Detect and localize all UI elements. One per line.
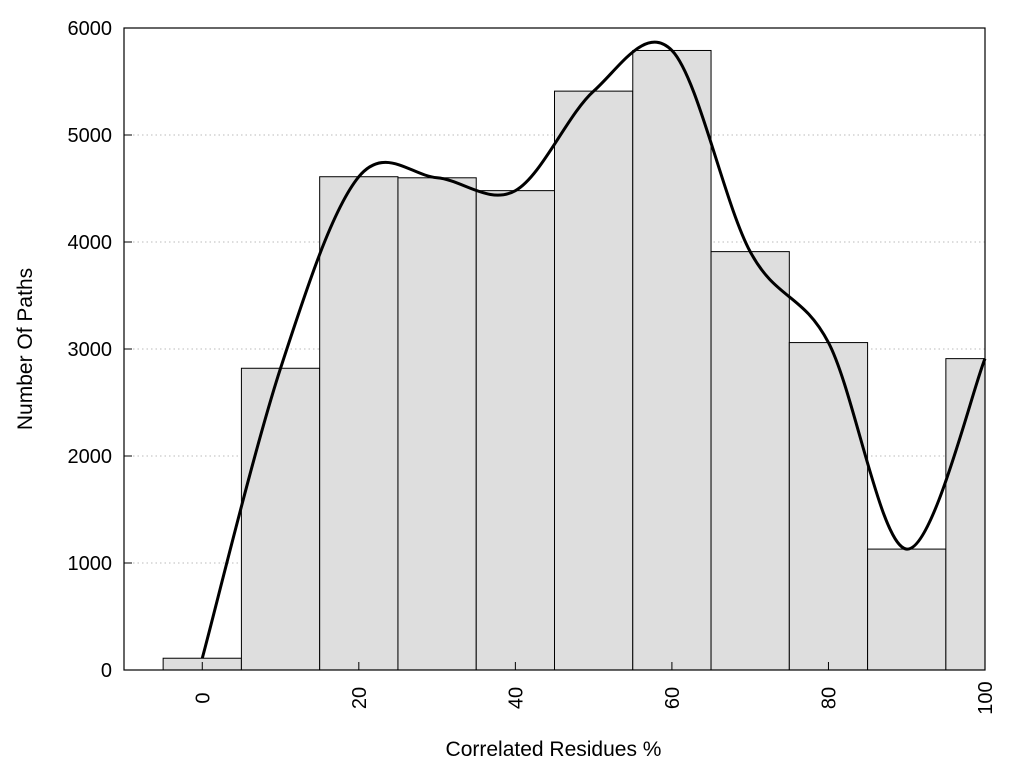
histogram-bar xyxy=(788,342,869,671)
y-tick-label: 5000 xyxy=(68,125,113,147)
y-tick-label: 2000 xyxy=(68,446,113,468)
histogram-bar xyxy=(319,176,399,671)
histogram-bar xyxy=(867,548,947,671)
y-tick-label: 4000 xyxy=(68,232,113,254)
x-tick-label: 100 xyxy=(975,681,997,714)
y-tick-label: 6000 xyxy=(68,18,113,40)
histogram-bar xyxy=(475,190,555,671)
y-tick-label: 0 xyxy=(101,660,112,682)
x-axis-label: Correlated Residues % xyxy=(446,738,662,761)
histogram-bar xyxy=(240,367,321,671)
y-axis-label: Number Of Paths xyxy=(14,268,37,430)
histogram-bar xyxy=(397,177,477,671)
x-tick-label: 60 xyxy=(662,687,684,709)
histogram-bar xyxy=(632,49,712,671)
histogram-bar xyxy=(710,251,790,671)
y-tick-label: 1000 xyxy=(68,553,113,575)
bars xyxy=(162,49,986,671)
histogram-bar xyxy=(554,90,634,671)
x-axis-ticks: 0 20 40 60 80 100 xyxy=(192,662,997,715)
curve xyxy=(200,40,987,659)
y-axis-ticks: 0 1000 2000 3000 4000 5000 6000 xyxy=(68,18,132,682)
trend-curve xyxy=(200,40,987,659)
x-tick-label: 40 xyxy=(505,687,527,709)
histogram-bar xyxy=(945,358,986,671)
x-tick-label: 80 xyxy=(818,687,840,709)
x-tick-label: 20 xyxy=(349,687,371,709)
y-tick-label: 3000 xyxy=(68,339,113,361)
x-tick-label: 0 xyxy=(192,692,214,703)
